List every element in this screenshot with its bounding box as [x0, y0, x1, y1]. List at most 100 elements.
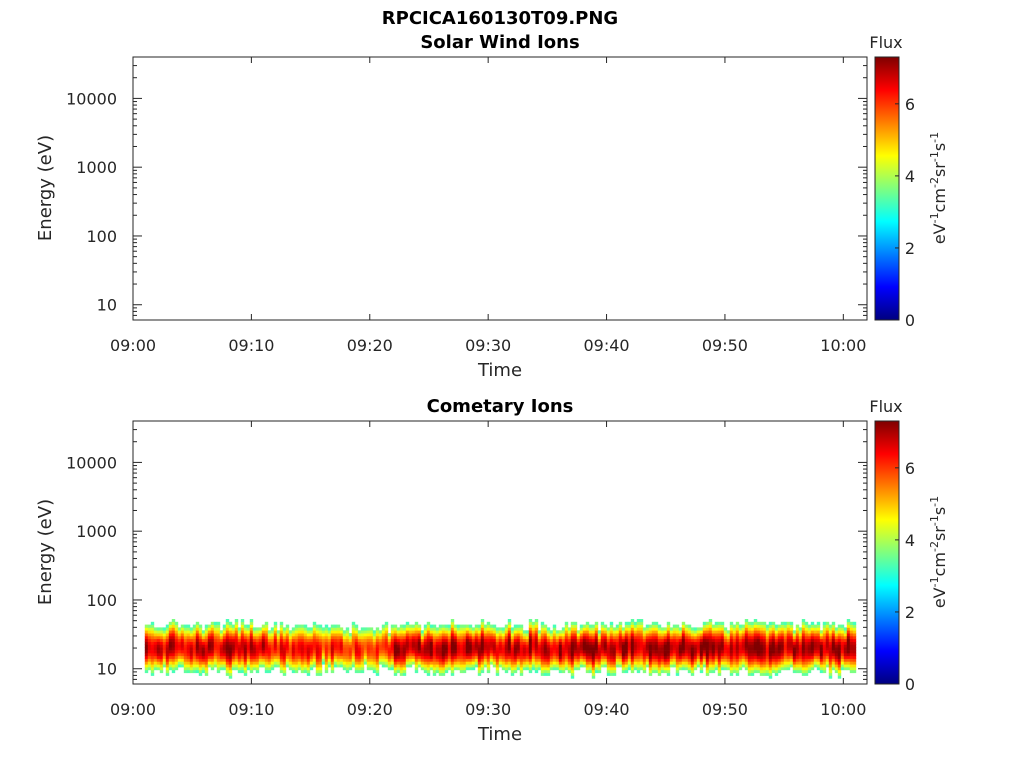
heat-cell	[690, 630, 695, 634]
heat-cell	[426, 627, 431, 631]
heat-cell	[762, 658, 767, 662]
heat-cell	[228, 621, 233, 625]
heat-cell	[840, 647, 845, 651]
heat-cell	[429, 624, 434, 628]
heat-cell	[348, 658, 353, 662]
heat-cell	[321, 644, 326, 648]
heat-cell	[303, 641, 308, 645]
heat-cell	[342, 655, 347, 659]
heat-cell	[219, 630, 224, 634]
heat-cell	[699, 641, 704, 645]
heat-cell	[582, 664, 587, 668]
heat-cell	[417, 647, 422, 651]
heat-cell	[525, 647, 530, 651]
heat-cell	[147, 633, 152, 637]
heat-cell	[675, 647, 680, 651]
heat-cell	[204, 641, 209, 645]
heat-cell	[321, 627, 326, 631]
heat-cell	[549, 664, 554, 668]
heat-cell	[261, 635, 266, 640]
heat-cell	[591, 627, 596, 631]
heat-cell	[393, 633, 398, 637]
heat-cell	[315, 650, 320, 654]
heat-cell	[606, 647, 611, 651]
heat-cell	[354, 635, 359, 640]
heat-cell	[621, 633, 626, 637]
heat-cell	[441, 627, 446, 631]
heat-cell	[552, 638, 557, 642]
heat-cell	[147, 641, 152, 645]
heat-cell	[699, 669, 704, 674]
heat-cell	[453, 652, 458, 657]
heat-cell	[840, 667, 845, 671]
heat-cell	[714, 635, 719, 640]
heat-cell	[597, 650, 602, 654]
heat-cell	[168, 655, 173, 659]
heat-cell	[213, 624, 218, 628]
heat-cell	[666, 641, 671, 645]
heat-cell	[528, 658, 533, 662]
heat-cell	[183, 638, 188, 642]
heat-cell	[750, 658, 755, 662]
heat-cell	[663, 661, 668, 665]
heat-cell	[621, 635, 626, 640]
heat-cell	[300, 650, 305, 654]
heat-cell	[843, 644, 848, 648]
heat-cell	[726, 638, 731, 642]
heat-cell	[147, 627, 152, 631]
heat-cell	[144, 633, 149, 637]
heat-cell	[747, 647, 752, 651]
heat-cell	[459, 630, 464, 634]
heat-cell	[411, 661, 416, 665]
heat-cell	[519, 661, 524, 665]
heat-cell	[147, 635, 152, 640]
heat-cell	[813, 624, 818, 628]
heat-cell	[363, 650, 368, 654]
heat-cell	[702, 635, 707, 640]
heat-cell	[669, 641, 674, 645]
heat-cell	[699, 667, 704, 671]
heat-cell	[579, 652, 584, 657]
heat-cell	[816, 647, 821, 651]
heat-cell	[198, 667, 203, 671]
heat-cell	[741, 638, 746, 642]
heat-cell	[273, 652, 278, 657]
heat-cell	[693, 650, 698, 654]
heat-cell	[342, 661, 347, 665]
heat-cell	[828, 650, 833, 654]
heat-cell	[189, 638, 194, 642]
heat-cell	[186, 633, 191, 637]
heat-cell	[384, 647, 389, 651]
heat-cell	[471, 658, 476, 662]
heat-cell	[513, 627, 518, 631]
heat-cell	[777, 669, 782, 674]
heat-cell	[435, 641, 440, 645]
heat-cell	[147, 661, 152, 665]
heat-cell	[231, 652, 236, 657]
heat-cell	[846, 658, 851, 662]
heat-cell	[156, 664, 161, 668]
heat-cell	[696, 655, 701, 659]
heat-cell	[474, 658, 479, 662]
heat-cell	[261, 633, 266, 637]
heat-cell	[777, 658, 782, 662]
heat-cell	[396, 658, 401, 662]
heat-cell	[756, 647, 761, 651]
heat-cell	[654, 658, 659, 662]
x-tick-label: 09:10	[228, 336, 274, 355]
heat-cell	[450, 672, 455, 676]
heat-cell	[630, 667, 635, 671]
heat-cell	[612, 638, 617, 642]
heat-cell	[195, 667, 200, 671]
heat-cell	[237, 669, 242, 674]
heat-cell	[315, 644, 320, 648]
heat-cell	[489, 627, 494, 631]
heat-cell	[195, 669, 200, 674]
heat-cell	[270, 635, 275, 640]
heat-cell	[303, 647, 308, 651]
heat-cell	[252, 633, 257, 637]
heat-cell	[234, 621, 239, 625]
heat-cell	[279, 655, 284, 659]
heat-cell	[198, 661, 203, 665]
heat-cell	[255, 641, 260, 645]
